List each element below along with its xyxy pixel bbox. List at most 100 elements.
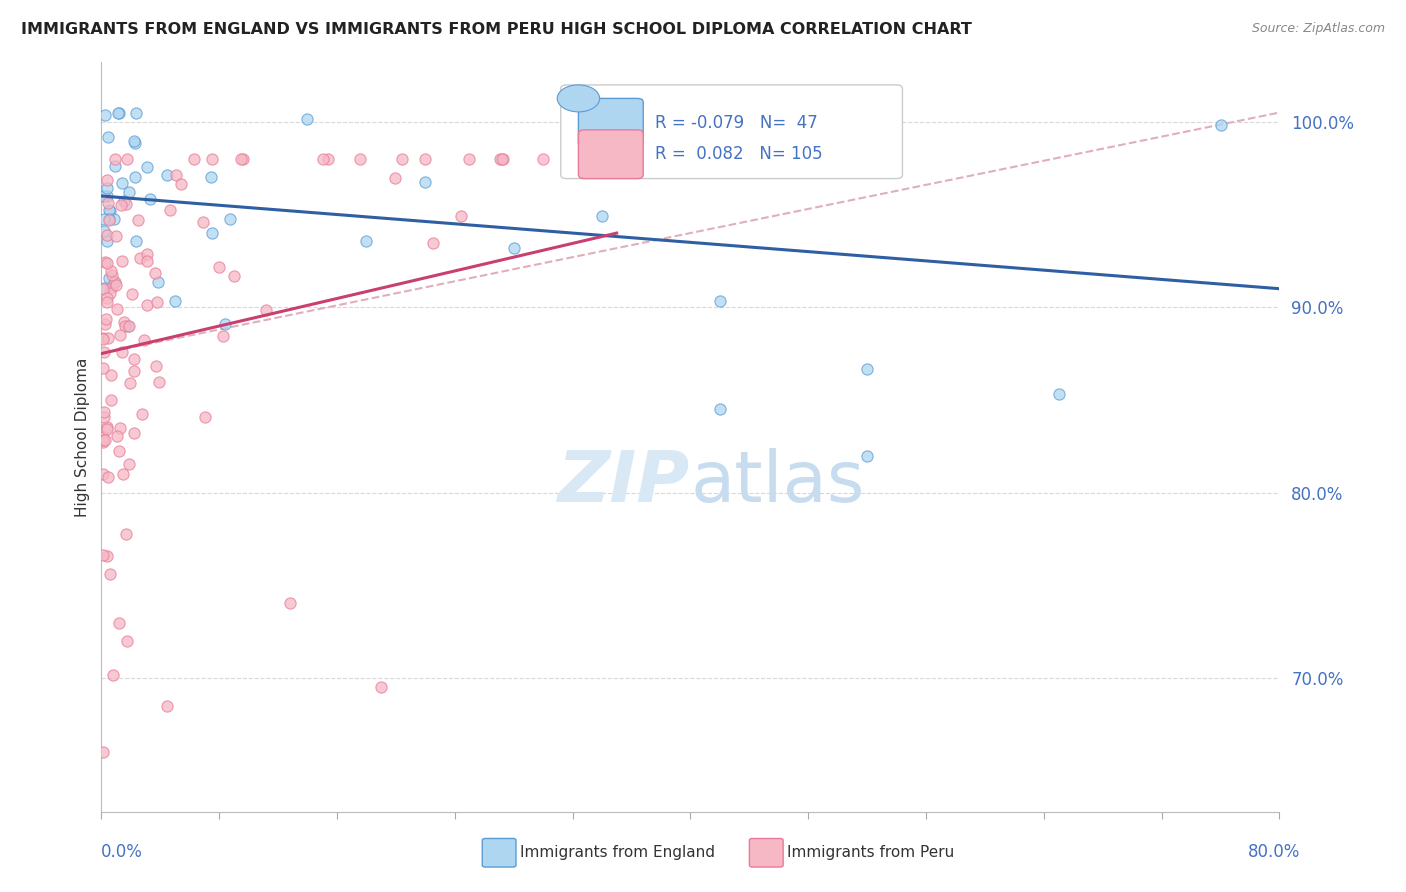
Point — [98, 286, 121, 301]
Point — [124, 136, 146, 150]
Point — [318, 152, 340, 166]
Point — [111, 254, 134, 268]
Point — [384, 170, 406, 185]
Point — [156, 698, 179, 713]
Point — [105, 429, 128, 443]
Point — [214, 317, 236, 331]
Point — [97, 331, 120, 345]
Point — [224, 268, 246, 283]
Point — [370, 681, 392, 695]
Point — [143, 266, 166, 280]
Point — [124, 134, 146, 148]
Point — [122, 364, 145, 378]
Point — [117, 318, 139, 333]
Point — [122, 426, 145, 441]
Point — [91, 332, 114, 346]
Point — [108, 328, 131, 343]
Point — [91, 331, 114, 345]
Text: 80.0%: 80.0% — [1249, 843, 1301, 861]
Point — [458, 152, 481, 166]
Point — [105, 278, 128, 293]
Point — [103, 152, 125, 166]
Point — [100, 263, 122, 277]
Point — [117, 185, 139, 199]
Point — [91, 435, 114, 450]
Point — [105, 302, 128, 317]
Point — [254, 302, 277, 317]
Point — [107, 105, 129, 120]
Point — [97, 195, 120, 210]
Point — [96, 422, 118, 436]
Point — [136, 297, 159, 311]
Point — [191, 215, 214, 229]
Point — [91, 548, 114, 562]
Point — [96, 291, 118, 305]
FancyBboxPatch shape — [561, 85, 903, 178]
Point — [98, 213, 121, 227]
Point — [94, 311, 117, 326]
Text: IMMIGRANTS FROM ENGLAND VS IMMIGRANTS FROM PERU HIGH SCHOOL DIPLOMA CORRELATION : IMMIGRANTS FROM ENGLAND VS IMMIGRANTS FR… — [21, 22, 972, 37]
Point — [96, 181, 118, 195]
Text: Source: ZipAtlas.com: Source: ZipAtlas.com — [1251, 22, 1385, 36]
Point — [93, 281, 115, 295]
Point — [115, 197, 138, 211]
Point — [103, 275, 125, 289]
Point — [125, 105, 148, 120]
Point — [91, 745, 114, 759]
Point — [450, 210, 472, 224]
Point — [93, 212, 115, 227]
Text: ZIP: ZIP — [558, 448, 690, 516]
Point — [1209, 119, 1232, 133]
Point — [856, 449, 879, 463]
FancyBboxPatch shape — [578, 130, 643, 178]
Point — [104, 275, 127, 289]
Point — [93, 345, 115, 359]
Point — [136, 247, 159, 261]
Point — [96, 228, 118, 243]
Point — [96, 189, 118, 203]
Point — [135, 160, 157, 174]
Point — [156, 168, 179, 182]
Point — [91, 467, 114, 482]
Point — [145, 359, 167, 373]
Point — [201, 226, 224, 240]
Point — [112, 315, 135, 329]
Point — [491, 152, 513, 166]
Point — [502, 241, 524, 255]
Point — [145, 294, 167, 309]
Point — [312, 152, 335, 166]
Point — [93, 433, 115, 447]
Point — [606, 152, 628, 166]
Point — [165, 294, 187, 309]
Text: R =  0.082   N= 105: R = 0.082 N= 105 — [655, 145, 823, 163]
Point — [100, 392, 122, 407]
Point — [97, 203, 120, 218]
Point — [91, 360, 114, 375]
Point — [96, 234, 118, 248]
Point — [121, 287, 143, 301]
Point — [98, 204, 121, 219]
Point — [297, 112, 319, 126]
Point — [207, 260, 229, 274]
Point — [709, 402, 731, 417]
Point — [103, 160, 125, 174]
Point — [108, 421, 131, 435]
Point — [159, 202, 181, 217]
Point — [146, 276, 169, 290]
Point — [93, 404, 115, 418]
Point — [118, 318, 141, 333]
Point — [94, 255, 117, 269]
Point — [93, 317, 115, 331]
Point — [127, 212, 149, 227]
Point — [108, 615, 131, 630]
Point — [229, 152, 252, 166]
Point — [98, 567, 121, 582]
Point — [200, 170, 222, 185]
Point — [138, 192, 160, 206]
Text: R = -0.079   N=  47: R = -0.079 N= 47 — [655, 114, 818, 132]
Point — [124, 234, 146, 248]
Point — [91, 433, 114, 447]
Point — [349, 152, 371, 166]
Point — [101, 668, 124, 682]
Text: 0.0%: 0.0% — [101, 843, 143, 861]
